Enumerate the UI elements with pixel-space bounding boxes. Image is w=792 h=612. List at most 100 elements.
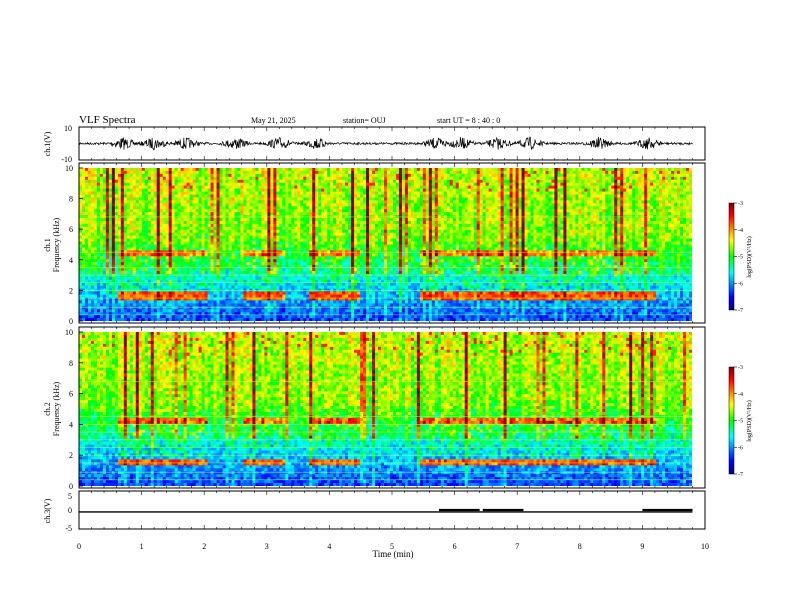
ch1-spec-cell xyxy=(354,306,358,310)
ch1-spec-cell xyxy=(117,188,122,192)
ch1-spec-cell xyxy=(315,229,319,234)
ch1-spec-cell xyxy=(279,182,283,187)
ch1-spec-cell xyxy=(294,206,298,210)
ch1-spec-cell xyxy=(171,191,176,195)
ch1-spec-cell xyxy=(321,306,325,310)
ch1-spec-cell xyxy=(273,265,277,269)
ch1-spec-cell xyxy=(168,273,173,278)
ch1-spec-cell xyxy=(177,241,182,245)
ch1-spec-cell xyxy=(336,185,340,189)
ch1-spec-cell xyxy=(288,209,292,213)
ch1-spec-cell xyxy=(99,303,104,307)
ch1-spec-cell xyxy=(279,194,283,198)
ch1-spec-cell xyxy=(81,282,86,287)
ch1-spec-cell xyxy=(357,247,361,251)
ch1-spec-cell xyxy=(357,282,361,287)
ch1-spec-cell xyxy=(120,206,125,210)
ch1-spec-cell xyxy=(138,247,143,251)
ch1-spec-cell xyxy=(114,256,119,260)
ch1-spec-cell xyxy=(231,226,235,231)
ch1-spec-cell xyxy=(267,206,271,210)
ch1-spec-cell xyxy=(222,238,226,242)
ch1-spec-cell xyxy=(279,226,283,231)
ch1-spec-cell xyxy=(249,203,253,207)
ch1-spec-cell xyxy=(135,247,140,251)
ch1-spec-cell xyxy=(210,312,214,316)
ch1-spec-cell xyxy=(150,312,155,316)
ch1-spec-cell xyxy=(252,170,256,175)
ch1-spec-cell xyxy=(141,229,146,234)
ch1-spec-cell xyxy=(210,218,214,222)
ch1-spec-cell xyxy=(195,253,200,257)
ch1-spec-cell xyxy=(201,188,205,192)
ch1-spec-cell xyxy=(183,218,188,222)
ch1-spec-cell xyxy=(177,291,182,295)
ch1-spec-cell xyxy=(123,285,128,290)
ch1-spec-cell xyxy=(300,262,304,266)
ch1-spec-cell xyxy=(321,188,325,192)
ch1-spec-cell xyxy=(204,203,208,207)
ch1-spec-cell xyxy=(342,294,346,298)
ch1-spec-cell xyxy=(270,256,274,260)
ch1-spec-cell xyxy=(195,223,200,228)
ch1-spec-cell xyxy=(354,265,358,269)
ch1-spec-cell xyxy=(159,244,164,248)
ch1-spec-cell xyxy=(108,268,113,272)
ch1-spec-cell xyxy=(330,203,334,207)
ch1-spec-cell xyxy=(84,318,89,321)
ch1-spec-cell xyxy=(132,244,137,248)
ch1-spec-cell xyxy=(282,220,286,225)
ch1-spec-cell xyxy=(177,220,182,225)
ch1-spec-cell xyxy=(225,273,229,278)
ch1-spec-cell xyxy=(111,291,116,295)
ch1-spec-cell xyxy=(138,191,143,195)
ch1-spec-cell xyxy=(180,265,185,269)
ch1-spec-cell xyxy=(276,256,280,260)
ch1-spec-cell xyxy=(285,226,289,231)
ch1-spec-cell xyxy=(138,194,143,198)
ch1-spec-cell xyxy=(297,244,301,248)
ch1-spec-cell xyxy=(315,173,319,178)
ch1-spec-cell xyxy=(294,188,298,192)
ch1-spec-cell xyxy=(174,200,179,204)
ch1-spec-cell xyxy=(312,276,316,281)
ch1-spec-cell xyxy=(204,309,208,313)
ch1-spec-cell xyxy=(171,168,176,172)
ch1-spec-cell xyxy=(240,268,244,272)
ch1-spec-cell xyxy=(249,270,253,275)
ch1-spec-cell xyxy=(79,262,83,266)
ch1-spec-cell xyxy=(270,235,274,240)
ch1-spec-cell xyxy=(198,247,202,251)
ch1-spec-cell xyxy=(285,315,289,319)
ch1-spec-cell xyxy=(324,256,328,260)
ch1-spec-cell xyxy=(159,262,164,266)
ch1-spec-cell xyxy=(141,318,146,321)
ch1-spec-cell xyxy=(219,191,223,195)
ch1-spec-cell xyxy=(144,253,149,257)
ch1-spec-cell xyxy=(336,226,340,231)
ch1-spec-cell xyxy=(351,223,355,228)
ch1-spec-cell xyxy=(213,285,217,290)
ch1-spectrogram-image xyxy=(79,168,692,321)
ch1-spec-cell xyxy=(261,306,265,310)
ch1-spec-cell xyxy=(303,212,307,216)
ch1-spec-cell xyxy=(114,253,119,257)
ch1-spec-cell xyxy=(252,268,256,272)
ch1-spec-cell xyxy=(273,270,277,275)
ch1-spec-cell xyxy=(309,273,313,278)
ch1-spec-cell xyxy=(243,312,247,316)
ch1-spec-cell xyxy=(174,312,179,316)
ch1-spec-cell xyxy=(147,229,152,234)
ch1-spec-cell xyxy=(237,173,241,178)
ch1-spec-cell xyxy=(84,247,89,251)
ch1-spec-cell xyxy=(180,229,185,234)
ch1-spec-cell xyxy=(192,220,197,225)
ch1-spec-cell xyxy=(105,259,110,263)
ch1-spec-cell xyxy=(336,206,340,210)
ch1-spec-cell xyxy=(144,176,149,181)
ch1-spec-cell xyxy=(186,276,191,281)
ch1-spec-cell xyxy=(114,259,119,263)
ch1-spec-cell xyxy=(84,315,89,319)
ch1-spec-cell xyxy=(84,232,89,237)
ch1-spec-cell xyxy=(210,229,214,234)
